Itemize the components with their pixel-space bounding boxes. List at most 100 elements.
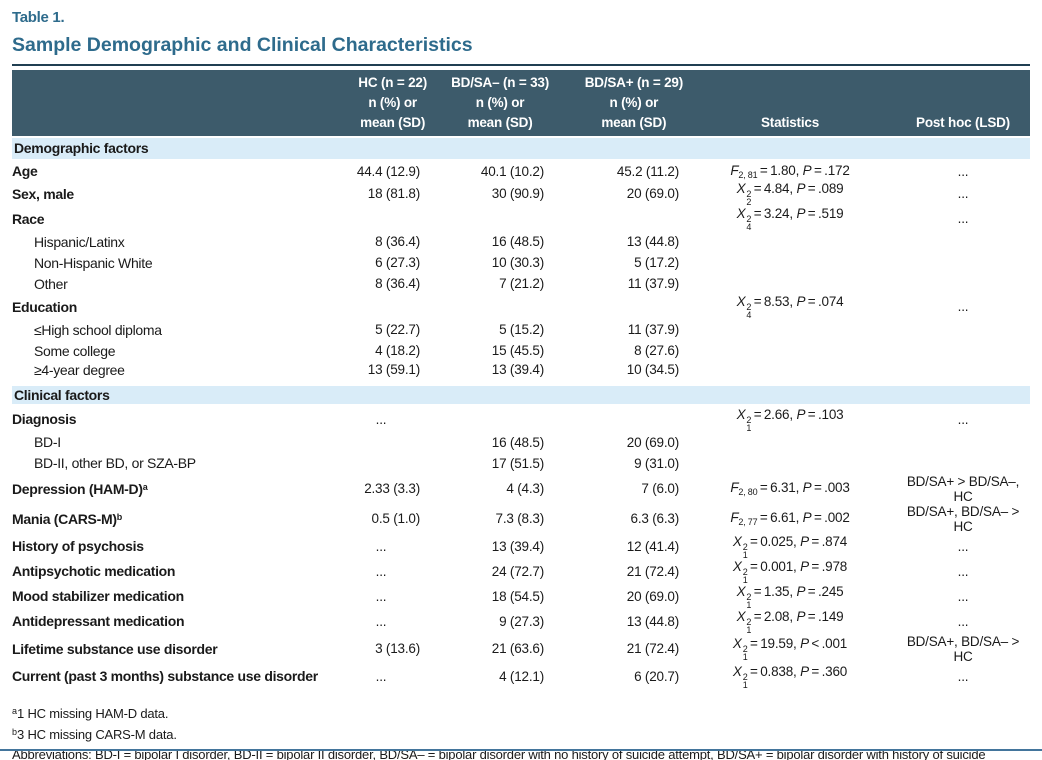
- cell-bdsa-plus: 6.3 (6.3): [630, 511, 680, 526]
- cell-hc: [332, 294, 430, 319]
- cell-posthoc: [896, 453, 1030, 474]
- section-header-row: Clinical factors: [12, 378, 1030, 407]
- cell-statistics: [684, 252, 896, 273]
- cell-posthoc: ...: [957, 211, 969, 226]
- row-label: Current (past 3 months) substance use di…: [12, 668, 318, 684]
- cell-posthoc: ...: [957, 411, 969, 427]
- cell-hc: 5 (22.7): [375, 322, 420, 337]
- cell-posthoc: ...: [957, 563, 969, 579]
- table-row: ≥4-year degree 13 (59.1) 13 (39.4) 10 (34.5…: [12, 361, 1030, 382]
- cell-hc: 6 (27.3): [375, 255, 420, 270]
- cell-posthoc: [896, 432, 1030, 453]
- row-label: Sex, male: [12, 185, 74, 202]
- header-bdsa-minus-line2: n (%) or: [475, 95, 525, 110]
- row-label: ≤High school diploma: [34, 321, 162, 338]
- cell-bdsa-plus: 9 (31.0): [634, 455, 679, 471]
- page-title: Sample Demographic and Clinical Characte…: [12, 34, 473, 56]
- cell-posthoc: ...: [957, 163, 969, 179]
- footnote-b: b3 HC missing CARS-M data.: [12, 723, 1030, 745]
- cell-hc: ...: [375, 538, 387, 554]
- row-label: Antipsychotic medication: [12, 563, 176, 579]
- cell-bdsa-minus: 21 (63.6): [491, 641, 544, 656]
- title-divider: [12, 64, 1030, 66]
- cell-statistics: [684, 453, 896, 474]
- header-posthoc-column: Post hoc (LSD): [896, 70, 1030, 137]
- footnote-b-text: 3 HC missing CARS-M data.: [17, 727, 177, 742]
- row-label: Mania (CARS-M)b: [12, 510, 123, 527]
- cell-hc: [332, 432, 430, 453]
- cell-bdsa-plus: 45.2 (11.2): [616, 163, 679, 179]
- table-row: Other 8 (36.4) 7 (21.2) 11 (37.9): [12, 273, 1030, 294]
- cell-posthoc: BD/SA+, BD/SA– > HC: [906, 633, 1020, 664]
- table-row: ≤High school diploma 5 (22.7) 5 (15.2) 11 (…: [12, 319, 1030, 340]
- header-bdsa-minus-column: BD/SA– (n = 33) n (%) or mean (SD): [430, 70, 550, 137]
- table-header-row: HC (n = 22) n (%) or mean (SD) BD/SA– (n…: [12, 70, 1030, 137]
- row-label: BD-II, other BD, or SZA-BP: [34, 455, 196, 471]
- footnote-a-text: 1 HC missing HAM-D data.: [17, 705, 169, 721]
- table-row: Mania (CARS-M)b 0.5 (1.0) 7.3 (8.3) 6.3 (6.…: [12, 504, 1030, 534]
- table-row: Antidepressant medication... 9 (27.3) 13 (…: [12, 609, 1030, 635]
- cell-hc: [332, 453, 430, 474]
- table-row: Hispanic/Latinx 8 (36.4) 16 (48.5) 13 (44.8…: [12, 231, 1030, 252]
- section-title: Clinical factors: [12, 378, 1030, 407]
- header-hc-column: HC (n = 22) n (%) or mean (SD): [332, 70, 430, 137]
- cell-hc: [332, 206, 430, 231]
- header-hc-line1: HC (n = 22): [358, 75, 427, 90]
- row-label: Age: [12, 163, 38, 180]
- cell-hc: 4 (18.2): [375, 343, 420, 358]
- cell-statistics: [684, 361, 896, 382]
- table-row: Sex, male 18 (81.8) 30 (90.9) 20 (69.0) X 2 2 …: [12, 181, 1030, 207]
- row-label: Education: [12, 298, 77, 315]
- table-row: History of psychosis... 13 (39.4) 12 (41.4…: [12, 533, 1030, 560]
- cell-bdsa-minus: 17 (51.5): [491, 455, 544, 471]
- row-label: Antidepressant medication: [12, 613, 185, 629]
- table-row: Non-Hispanic White 6 (27.3) 10 (30.3) 5 (17…: [12, 252, 1030, 273]
- footnote-b-marker: b: [12, 727, 18, 737]
- cell-bdsa-plus: 8 (27.6): [634, 343, 679, 358]
- cell-bdsa-minus: 16 (48.5): [491, 434, 544, 450]
- cell-bdsa-minus: 5 (15.2): [499, 322, 544, 337]
- table-row: Some college 4 (18.2) 15 (45.5) 8 (27.6): [12, 340, 1030, 361]
- row-label: Hispanic/Latinx: [34, 233, 125, 250]
- section-title: Demographic factors: [12, 136, 1030, 162]
- header-hc-line3: mean (SD): [360, 115, 426, 130]
- header-bdsa-plus-line3: mean (SD): [601, 115, 667, 130]
- row-label: Other: [34, 275, 68, 292]
- row-label: Depression (HAM-D)a: [12, 480, 148, 497]
- row-label: Mood stabilizer medication: [12, 588, 184, 604]
- table-row: Mood stabilizer medication... 18 (54.5) 20…: [12, 584, 1030, 610]
- cell-hc: 13 (59.1): [367, 362, 420, 377]
- cell-bdsa-plus: [550, 405, 684, 432]
- row-label: BD-I: [34, 434, 61, 450]
- cell-bdsa-minus: 24 (72.7): [491, 563, 544, 579]
- footnote-a-marker: a: [12, 705, 18, 716]
- cell-hc: ...: [375, 613, 387, 629]
- table-row: Education X 2 4 = 8.53, P = .074...: [12, 294, 1030, 320]
- row-label: Lifetime substance use disorder: [12, 640, 218, 657]
- cell-hc: 2.33 (3.3): [364, 481, 420, 496]
- cell-posthoc: [896, 252, 1030, 273]
- cell-statistics: [684, 432, 896, 453]
- header-bdsa-plus-line1: BD/SA+ (n = 29): [584, 75, 683, 90]
- cell-posthoc: [896, 340, 1030, 361]
- cell-bdsa-minus: 9 (27.3): [499, 613, 544, 629]
- cell-hc: ...: [375, 668, 387, 684]
- cell-bdsa-minus: [430, 294, 550, 319]
- footnote-a: a1 HC missing HAM-D data.: [12, 702, 1030, 724]
- table-row: BD-I 16 (48.5) 20 (69.0): [12, 432, 1030, 453]
- table-row: Lifetime substance use disorder 3 (13.6) 2…: [12, 634, 1030, 664]
- footnote-abbreviations: Abbreviations: BD-I = bipolar I disorder…: [12, 746, 986, 760]
- cell-bdsa-minus: 10 (30.3): [491, 255, 544, 270]
- header-bdsa-plus-column: BD/SA+ (n = 29) n (%) or mean (SD): [550, 70, 684, 137]
- cell-posthoc: ...: [957, 186, 969, 201]
- cell-bdsa-plus: 12 (41.4): [626, 538, 679, 554]
- cell-hc: 3 (13.6): [375, 641, 420, 656]
- header-hc-line2: n (%) or: [368, 95, 417, 110]
- cell-hc: 8 (36.4): [375, 276, 420, 291]
- cell-bdsa-minus: 40.1 (10.2): [480, 163, 544, 179]
- cell-bdsa-plus: 20 (69.0): [626, 588, 679, 604]
- cell-posthoc: ...: [957, 613, 969, 629]
